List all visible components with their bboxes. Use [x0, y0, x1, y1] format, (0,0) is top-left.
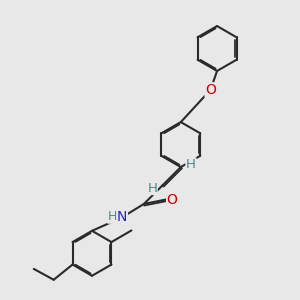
Text: O: O [205, 83, 216, 97]
Text: N: N [117, 210, 127, 224]
Text: H: H [108, 210, 117, 223]
Text: H: H [186, 158, 196, 171]
Text: H: H [147, 182, 157, 194]
Text: O: O [167, 193, 178, 207]
